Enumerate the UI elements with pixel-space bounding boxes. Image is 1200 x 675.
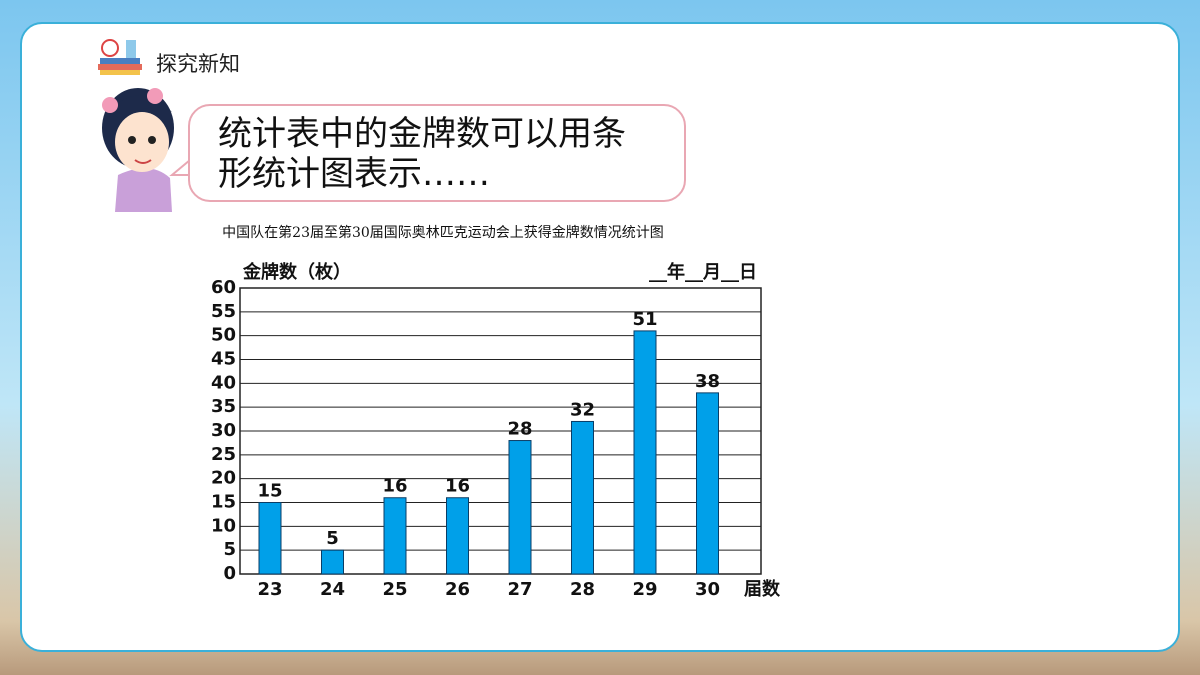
data-label: 28 (507, 419, 532, 440)
x-axis-label: 届数 (744, 578, 781, 600)
y-tick-label: 5 (223, 539, 236, 560)
speech-bubble: 统计表中的金牌数可以用条 形统计图表示…… (188, 104, 686, 202)
chart-title: 中国队在第23届至第30届国际奥林匹克运动会上获得金牌数情况统计图 (222, 224, 664, 241)
y-tick-label: 25 (211, 444, 236, 465)
y-tick-label: 50 (211, 325, 236, 346)
data-label: 16 (445, 476, 470, 497)
y-tick-label: 15 (211, 492, 236, 513)
x-tick-label: 23 (257, 579, 282, 600)
bar (321, 549, 344, 575)
y-tick-label: 35 (211, 396, 236, 417)
bar (633, 330, 657, 575)
y-tick-label: 20 (211, 468, 236, 489)
data-label: 32 (570, 399, 595, 420)
bar (508, 440, 532, 575)
x-tick-label: 24 (320, 579, 345, 600)
bar (571, 420, 594, 575)
bar (258, 502, 282, 575)
header-title: 探究新知 (156, 52, 240, 76)
y-axis-label: 金牌数（枚） (242, 261, 351, 283)
y-tick-label: 40 (211, 372, 236, 393)
x-tick-label: 27 (507, 579, 532, 600)
y-tick-label: 60 (211, 277, 236, 298)
bar (446, 497, 469, 575)
data-label: 38 (695, 371, 720, 392)
y-tick-label: 45 (211, 349, 236, 370)
x-tick-label: 25 (382, 579, 407, 600)
y-tick-label: 10 (211, 515, 236, 536)
speech-line: 统计表中的金牌数可以用条 (218, 114, 626, 154)
bar (696, 392, 719, 575)
x-tick-label: 30 (695, 579, 720, 600)
x-tick-label: 29 (632, 579, 657, 600)
bar (383, 497, 407, 575)
icon (98, 39, 142, 75)
y-tick-label: 30 (211, 420, 236, 441)
data-label: 15 (257, 481, 282, 502)
date-note: __年__月__日 (649, 261, 757, 283)
x-tick-label: 28 (570, 579, 595, 600)
data-label: 5 (326, 528, 339, 549)
x-tick-label: 26 (445, 579, 470, 600)
y-tick-label: 0 (223, 563, 236, 584)
data-label: 51 (632, 309, 657, 330)
data-label: 16 (382, 476, 407, 497)
speech-line: 形统计图表示…… (218, 154, 490, 194)
y-tick-label: 55 (211, 301, 236, 322)
girl (102, 88, 174, 212)
